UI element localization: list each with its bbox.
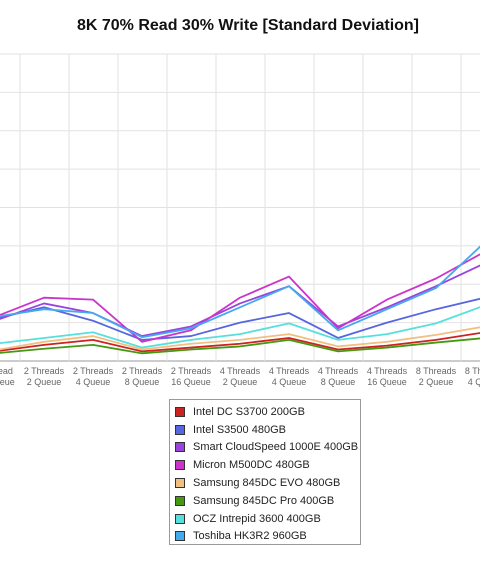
legend-item: Samsung 845DC Pro 400GB <box>175 492 360 510</box>
x-tick-label: 2 Queue <box>223 377 258 387</box>
legend-swatch <box>175 513 185 524</box>
x-tick-label: 2 Threads <box>171 366 212 376</box>
x-tick-label: 4 Threads <box>367 366 408 376</box>
legend-swatch <box>175 495 185 506</box>
legend-label: OCZ Intrepid 3600 400GB <box>193 512 321 525</box>
series-line <box>0 306 480 349</box>
x-tick-label: 4 Queue <box>468 377 480 387</box>
x-tick-label: 2 Threads <box>73 366 114 376</box>
x-tick-label: 8 Threads <box>416 366 457 376</box>
x-tick-label: 16 Queue <box>367 377 407 387</box>
legend-swatch <box>175 442 185 453</box>
legend-label: Samsung 845DC Pro 400GB <box>193 494 335 507</box>
series-line <box>0 253 480 343</box>
x-tick-label: 4 Queue <box>272 377 307 387</box>
x-tick-label: 2 Queue <box>419 377 454 387</box>
legend-swatch <box>175 531 185 542</box>
legend-swatch <box>175 424 185 435</box>
x-tick-label: 4 Threads <box>220 366 261 376</box>
series-line <box>0 297 480 341</box>
x-tick-label: 2 Queue <box>27 377 62 387</box>
legend-item: Intel S3500 480GB <box>175 421 360 439</box>
series-line <box>0 332 480 353</box>
legend-item: OCZ Intrepid 3600 400GB <box>175 510 360 528</box>
x-tick-label: 2 Threads <box>24 366 65 376</box>
series-line <box>0 326 480 351</box>
x-tick-label: 8 Threads <box>465 366 480 376</box>
x-tick-label: 16 Queue <box>0 377 15 387</box>
series-line <box>0 245 480 339</box>
x-tick-label: 16 Queue <box>171 377 211 387</box>
series-line <box>0 337 480 355</box>
legend-item: Samsung 845DC EVO 480GB <box>175 474 360 492</box>
legend-swatch <box>175 406 185 417</box>
x-tick-label: 4 Queue <box>76 377 111 387</box>
x-tick-label: 1 Thread <box>0 366 13 376</box>
legend: Intel DC S3700 200GB Intel S3500 480GB Sma… <box>169 399 361 545</box>
legend-label: Micron M500DC 480GB <box>193 459 310 472</box>
x-tick-label: 4 Threads <box>269 366 310 376</box>
legend-label: Intel S3500 480GB <box>193 423 286 436</box>
legend-label: Intel DC S3700 200GB <box>193 405 305 418</box>
x-tick-label: 4 Threads <box>318 366 359 376</box>
legend-label: Toshiba HK3R2 960GB <box>193 530 307 543</box>
x-tick-label: 2 Threads <box>122 366 163 376</box>
legend-item: Toshiba HK3R2 960GB <box>175 528 360 546</box>
legend-item: Micron M500DC 480GB <box>175 456 360 474</box>
legend-swatch <box>175 478 185 489</box>
legend-swatch <box>175 460 185 471</box>
legend-item: Intel DC S3700 200GB <box>175 403 360 421</box>
x-tick-label: 8 Queue <box>321 377 356 387</box>
chart-title: 8K 70% Read 30% Write [Standard Deviatio… <box>76 17 420 34</box>
legend-item: Smart CloudSpeed 1000E 400GB <box>175 439 360 457</box>
legend-label: Smart CloudSpeed 1000E 400GB <box>193 441 359 454</box>
legend-label: Samsung 845DC EVO 480GB <box>193 477 341 490</box>
x-tick-label: 8 Queue <box>125 377 160 387</box>
